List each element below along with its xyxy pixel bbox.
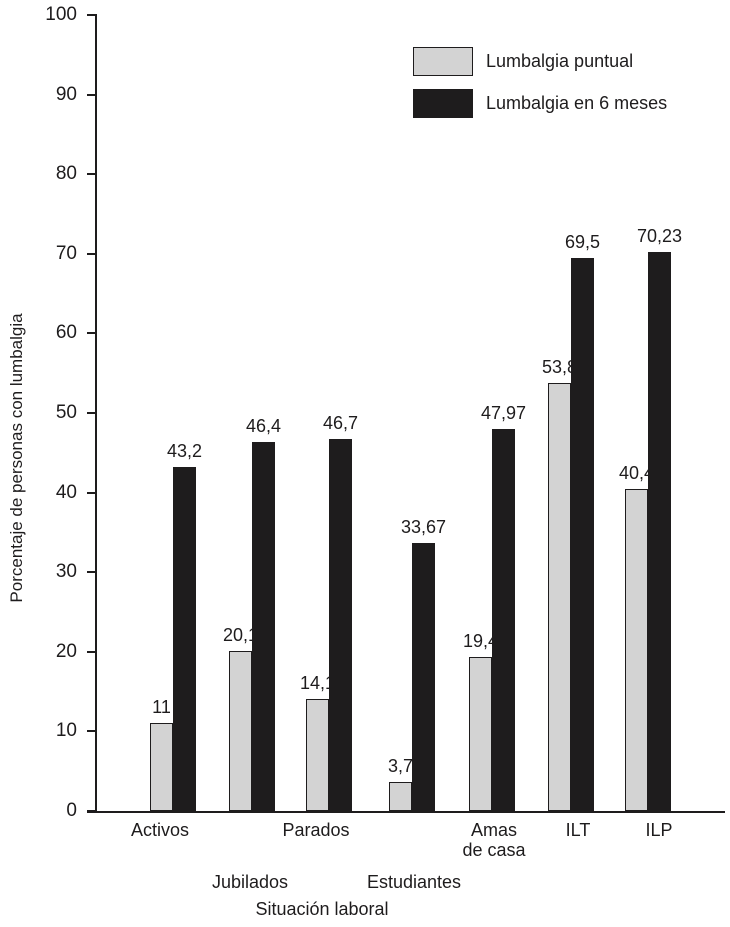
x-category-label-activos: Activos <box>130 820 190 840</box>
bar-value-label: 3,7 <box>387 755 414 776</box>
x-category-label-parados: Parados <box>282 820 350 840</box>
bar-value-label: 14,1 <box>299 672 336 693</box>
bar-lumbalgia-en-6-meses-estudiantes <box>412 542 435 811</box>
bar-value-label: 53,8 <box>541 356 578 377</box>
y-tick-mark <box>87 730 95 733</box>
x-axis-line <box>87 811 725 813</box>
y-tick-mark <box>87 14 95 16</box>
bar-value-label: 46,7 <box>322 413 359 434</box>
x-category-label-jubilados: Jubilados <box>211 872 289 892</box>
bar-lumbalgia-puntual-jubilados <box>229 651 252 811</box>
legend: Lumbalgia puntual Lumbalgia en 6 meses <box>413 47 667 131</box>
legend-label-lumbalgia-puntual: Lumbalgia puntual <box>486 51 634 71</box>
y-tick-mark <box>87 412 95 414</box>
bar-lumbalgia-en-6-meses-ilp <box>648 251 671 811</box>
y-tick-label: 90 <box>55 83 77 105</box>
bar-lumbalgia-en-6-meses-parados <box>329 439 352 811</box>
x-category-label-estudiantes: Estudiantes <box>366 872 462 892</box>
x-category-label-ilp: ILP <box>645 820 673 840</box>
y-tick-mark <box>87 252 95 255</box>
bar-lumbalgia-puntual-amas-de-casa <box>469 656 492 811</box>
y-tick-label: 80 <box>55 163 77 185</box>
bar-lumbalgia-puntual-ilt <box>548 382 571 811</box>
bar-value-label: 20,1 <box>222 625 259 645</box>
legend-item-lumbalgia-puntual: Lumbalgia puntual <box>413 47 667 76</box>
y-tick-label: 60 <box>55 322 77 344</box>
x-axis-title: Situación laboral <box>255 899 389 919</box>
bar-value-label: 70,23 <box>636 225 683 246</box>
bar-lumbalgia-en-6-meses-jubilados <box>252 441 275 811</box>
bar-lumbalgia-puntual-ilp <box>625 489 648 811</box>
y-tick-label: 30 <box>55 561 77 583</box>
y-tick-label: 20 <box>55 640 77 662</box>
bar-value-label: 43,2 <box>166 441 203 462</box>
bar-value-label: 11 <box>152 697 171 718</box>
y-tick-label: 50 <box>55 402 77 423</box>
bar-value-label: 47,97 <box>480 403 527 424</box>
bar-lumbalgia-en-6-meses-activos <box>173 467 196 811</box>
bar-lumbalgia-puntual-parados <box>306 698 329 811</box>
y-tick-label: 70 <box>55 242 77 264</box>
legend-label-lumbalgia-6-meses: Lumbalgia en 6 meses <box>486 93 668 113</box>
bar-value-label: 40,4 <box>618 463 655 484</box>
y-axis-title: Porcentaje de personas con lumbalgia <box>7 313 26 603</box>
y-axis-line <box>95 14 97 812</box>
bar-lumbalgia-en-6-meses-amas-de-casa <box>492 429 515 811</box>
y-tick-label: 10 <box>55 720 77 742</box>
bar-value-label: 33,67 <box>400 516 447 537</box>
y-tick-mark <box>87 810 95 812</box>
bar-lumbalgia-puntual-estudiantes <box>389 781 412 811</box>
y-tick-mark <box>87 571 95 574</box>
bar-value-label: 19,4 <box>462 630 499 651</box>
y-tick-label: 100 <box>45 4 77 25</box>
y-tick-mark <box>87 332 95 335</box>
y-tick-label: 0 <box>66 800 77 821</box>
legend-swatch-lumbalgia-puntual <box>413 47 473 76</box>
x-category-label-ilt: ILT <box>565 820 591 840</box>
x-category-label-amas-de-casa: Amas de casa <box>462 820 526 860</box>
y-tick-mark <box>87 93 95 96</box>
legend-swatch-lumbalgia-6-meses <box>413 89 473 118</box>
legend-item-lumbalgia-6-meses: Lumbalgia en 6 meses <box>413 89 667 118</box>
y-tick-label: 40 <box>55 481 77 503</box>
y-tick-mark <box>87 173 95 176</box>
y-tick-mark <box>87 650 95 653</box>
y-tick-mark <box>87 491 95 494</box>
bar-lumbalgia-en-6-meses-ilt <box>571 257 594 811</box>
bar-value-label: 46,4 <box>245 415 282 436</box>
bar-lumbalgia-puntual-activos <box>150 723 173 811</box>
bar-value-label: 69,5 <box>564 231 601 252</box>
